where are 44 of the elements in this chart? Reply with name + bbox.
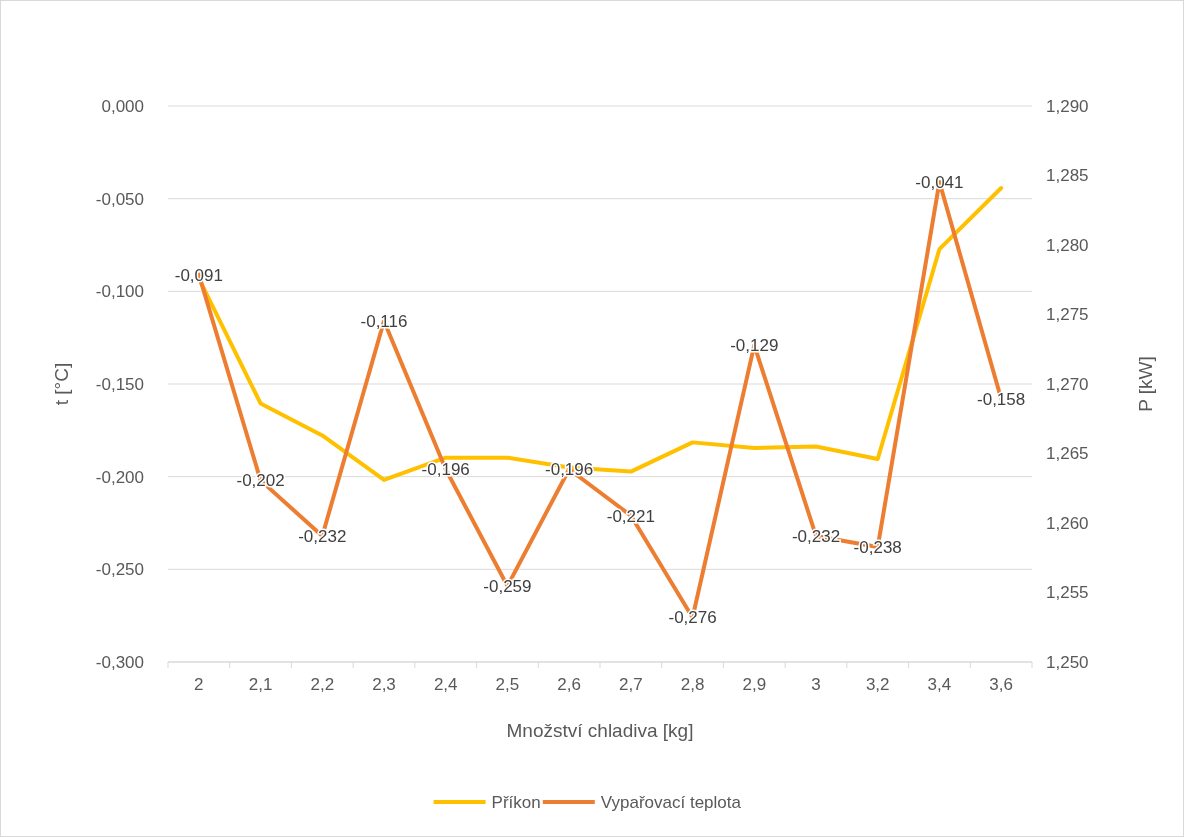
x-tick-label: 2,5 xyxy=(495,675,520,694)
x-tick-label: 2,1 xyxy=(248,675,273,694)
x-tick-label: 3,6 xyxy=(989,675,1013,694)
x-tick-label: 2,7 xyxy=(619,675,643,694)
data-label: -0,158 xyxy=(977,389,1026,409)
x-tick-label: 2,3 xyxy=(372,675,396,694)
y-axis-title: t [°C] xyxy=(51,362,72,406)
x-tick-label: 3,2 xyxy=(865,675,890,694)
x-tick-label: 3,4 xyxy=(927,675,952,694)
data-label: -0,232 xyxy=(298,526,347,546)
y-tick-label: -0,100 xyxy=(95,282,144,302)
y2-tick-label: 1,260 xyxy=(1046,513,1089,533)
y2-tick-label: 1,270 xyxy=(1046,374,1089,394)
x-tick-label: 2,2 xyxy=(310,675,335,694)
y2-tick-label: 1,250 xyxy=(1046,652,1089,672)
x-tick-label: 2 xyxy=(194,675,204,694)
y2-tick-label: 1,275 xyxy=(1046,305,1089,325)
x-tick-label: 2,8 xyxy=(680,675,705,694)
data-label: -0,129 xyxy=(730,336,779,356)
y-tick-label: -0,150 xyxy=(95,374,144,394)
data-label: -0,276 xyxy=(668,608,717,628)
data-label: -0,259 xyxy=(483,576,532,596)
data-label: -0,116 xyxy=(360,311,408,331)
y-tick-label: 0,000 xyxy=(101,96,144,116)
legend-label: Příkon xyxy=(491,792,541,812)
y-tick-label: -0,200 xyxy=(95,467,144,487)
data-label: -0,091 xyxy=(174,265,223,285)
y2-tick-label: 1,265 xyxy=(1046,444,1089,464)
y2-axis-title: P [kW] xyxy=(1135,356,1156,412)
x-tick-label: 2,6 xyxy=(557,675,581,694)
y2-tick-label: 1,285 xyxy=(1046,166,1089,186)
x-axis-title: Množství chladiva [kg] xyxy=(506,720,694,741)
data-label: -0,041 xyxy=(915,172,964,192)
y-tick-label: -0,250 xyxy=(95,560,144,580)
y2-tick-label: 1,255 xyxy=(1046,583,1089,603)
y2-tick-label: 1,280 xyxy=(1046,235,1089,255)
x-tick-label: 3 xyxy=(811,675,821,694)
y-tick-label: -0,300 xyxy=(95,652,144,672)
data-label: -0,238 xyxy=(853,538,902,558)
y-tick-label: -0,050 xyxy=(95,189,144,209)
x-tick-label: 2,9 xyxy=(742,675,767,694)
y2-tick-label: 1,290 xyxy=(1046,96,1089,116)
x-tick-label: 2,4 xyxy=(433,675,458,694)
legend-label: Vypařovací teplota xyxy=(600,792,742,812)
